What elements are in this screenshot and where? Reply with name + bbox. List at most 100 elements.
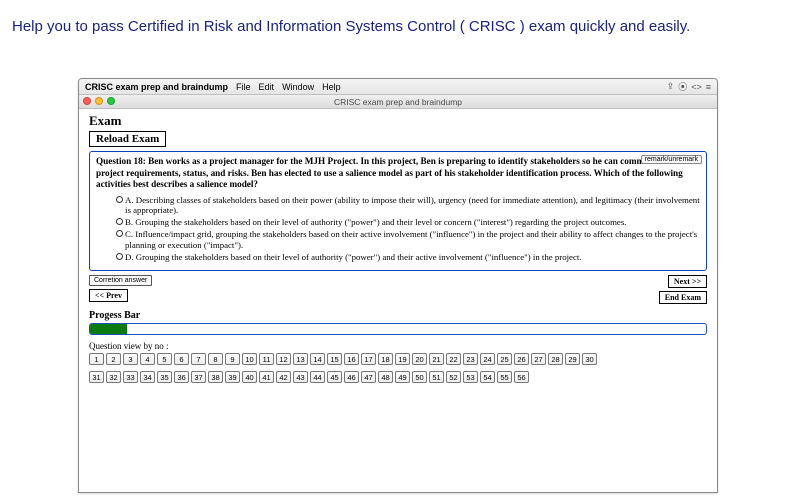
question-number-25[interactable]: 25 — [497, 353, 512, 365]
question-number-24[interactable]: 24 — [480, 353, 495, 365]
question-number-29[interactable]: 29 — [565, 353, 580, 365]
question-number-22[interactable]: 22 — [446, 353, 461, 365]
question-number-40[interactable]: 40 — [242, 371, 257, 383]
question-number-grid-1: 1234567891011121314151617181920212223242… — [89, 353, 707, 365]
question-number-27[interactable]: 27 — [531, 353, 546, 365]
choice-c: C. Influence/impact grid, grouping the s… — [116, 229, 700, 251]
app-window: CRISC exam prep and braindump File Edit … — [78, 78, 718, 493]
question-number-50[interactable]: 50 — [412, 371, 427, 383]
question-number-47[interactable]: 47 — [361, 371, 376, 383]
question-number-4[interactable]: 4 — [140, 353, 155, 365]
system-tray: ⇪ ⦿ <> ≡ — [667, 80, 711, 93]
question-number-41[interactable]: 41 — [259, 371, 274, 383]
question-number-18[interactable]: 18 — [378, 353, 393, 365]
radio-b[interactable] — [116, 218, 123, 225]
end-exam-button[interactable]: End Exam — [659, 291, 707, 304]
question-number-42[interactable]: 42 — [276, 371, 291, 383]
question-number-34[interactable]: 34 — [140, 371, 155, 383]
question-number-36[interactable]: 36 — [174, 371, 189, 383]
choice-a: A. Describing classes of stakeholders ba… — [116, 195, 700, 217]
progress-label: Progess Bar — [89, 310, 707, 321]
question-number-38[interactable]: 38 — [208, 371, 223, 383]
question-number-16[interactable]: 16 — [344, 353, 359, 365]
question-number-5[interactable]: 5 — [157, 353, 172, 365]
correction-answer-button[interactable]: Corretion answer — [89, 275, 152, 286]
question-panel: remark/unremark Question 18: Ben works a… — [89, 151, 707, 271]
choice-b: B. Grouping the stakeholders based on th… — [116, 217, 700, 228]
question-number-23[interactable]: 23 — [463, 353, 478, 365]
share-icon[interactable]: ⇪ — [667, 81, 675, 92]
question-number-31[interactable]: 31 — [89, 371, 104, 383]
question-number-46[interactable]: 46 — [344, 371, 359, 383]
title-bar: CRISC exam prep and braindump — [79, 95, 717, 109]
menu-bar: CRISC exam prep and braindump File Edit … — [79, 79, 717, 95]
radio-d[interactable] — [116, 253, 123, 260]
traffic-lights — [83, 97, 115, 105]
question-text: Question 18: Ben works as a project mana… — [96, 156, 700, 191]
question-number-14[interactable]: 14 — [310, 353, 325, 365]
choice-a-text[interactable]: A. Describing classes of stakeholders ba… — [125, 195, 700, 217]
question-number-56[interactable]: 56 — [514, 371, 529, 383]
question-number-35[interactable]: 35 — [157, 371, 172, 383]
exam-heading: Exam — [89, 113, 707, 129]
menu-file[interactable]: File — [236, 82, 251, 92]
question-number-20[interactable]: 20 — [412, 353, 427, 365]
question-number-2[interactable]: 2 — [106, 353, 121, 365]
close-icon[interactable] — [83, 97, 91, 105]
remark-button[interactable]: remark/unremark — [641, 155, 702, 164]
app-name: CRISC exam prep and braindump — [85, 82, 228, 92]
question-number-48[interactable]: 48 — [378, 371, 393, 383]
question-number-49[interactable]: 49 — [395, 371, 410, 383]
question-number-1[interactable]: 1 — [89, 353, 104, 365]
question-number-55[interactable]: 55 — [497, 371, 512, 383]
choice-list: A. Describing classes of stakeholders ba… — [96, 195, 700, 264]
question-number-45[interactable]: 45 — [327, 371, 342, 383]
question-number-32[interactable]: 32 — [106, 371, 121, 383]
reload-exam-button[interactable]: Reload Exam — [89, 131, 166, 147]
question-number-44[interactable]: 44 — [310, 371, 325, 383]
question-number-53[interactable]: 53 — [463, 371, 478, 383]
question-number-17[interactable]: 17 — [361, 353, 376, 365]
next-button[interactable]: Next >> — [668, 275, 707, 288]
choice-d-text[interactable]: D. Grouping the stakeholders based on th… — [125, 252, 582, 263]
question-number-30[interactable]: 30 — [582, 353, 597, 365]
menu-help[interactable]: Help — [322, 82, 341, 92]
choice-c-text[interactable]: C. Influence/impact grid, grouping the s… — [125, 229, 700, 251]
menu-icon[interactable]: ≡ — [706, 82, 711, 92]
question-number-51[interactable]: 51 — [429, 371, 444, 383]
question-number-13[interactable]: 13 — [293, 353, 308, 365]
nav-row: Corretion answer << Prev Next >> End Exa… — [89, 275, 707, 304]
prev-button[interactable]: << Prev — [89, 289, 128, 302]
question-number-11[interactable]: 11 — [259, 353, 274, 365]
window-body: Exam Reload Exam remark/unremark Questio… — [79, 109, 717, 492]
question-number-37[interactable]: 37 — [191, 371, 206, 383]
window-title: CRISC exam prep and braindump — [334, 97, 462, 107]
question-number-54[interactable]: 54 — [480, 371, 495, 383]
question-number-15[interactable]: 15 — [327, 353, 342, 365]
question-number-33[interactable]: 33 — [123, 371, 138, 383]
question-number-19[interactable]: 19 — [395, 353, 410, 365]
question-number-8[interactable]: 8 — [208, 353, 223, 365]
question-number-6[interactable]: 6 — [174, 353, 189, 365]
question-number-39[interactable]: 39 — [225, 371, 240, 383]
question-number-12[interactable]: 12 — [276, 353, 291, 365]
question-number-10[interactable]: 10 — [242, 353, 257, 365]
choice-b-text[interactable]: B. Grouping the stakeholders based on th… — [125, 217, 626, 228]
progress-fill — [90, 324, 127, 334]
minimize-icon[interactable] — [95, 97, 103, 105]
radio-c[interactable] — [116, 230, 123, 237]
question-number-3[interactable]: 3 — [123, 353, 138, 365]
question-number-52[interactable]: 52 — [446, 371, 461, 383]
question-number-7[interactable]: 7 — [191, 353, 206, 365]
question-number-26[interactable]: 26 — [514, 353, 529, 365]
code-icon[interactable]: <> — [691, 82, 702, 92]
question-number-28[interactable]: 28 — [548, 353, 563, 365]
power-icon[interactable]: ⦿ — [678, 80, 687, 93]
question-number-43[interactable]: 43 — [293, 371, 308, 383]
menu-edit[interactable]: Edit — [259, 82, 275, 92]
menu-window[interactable]: Window — [282, 82, 314, 92]
question-number-9[interactable]: 9 — [225, 353, 240, 365]
radio-a[interactable] — [116, 196, 123, 203]
question-number-21[interactable]: 21 — [429, 353, 444, 365]
zoom-icon[interactable] — [107, 97, 115, 105]
